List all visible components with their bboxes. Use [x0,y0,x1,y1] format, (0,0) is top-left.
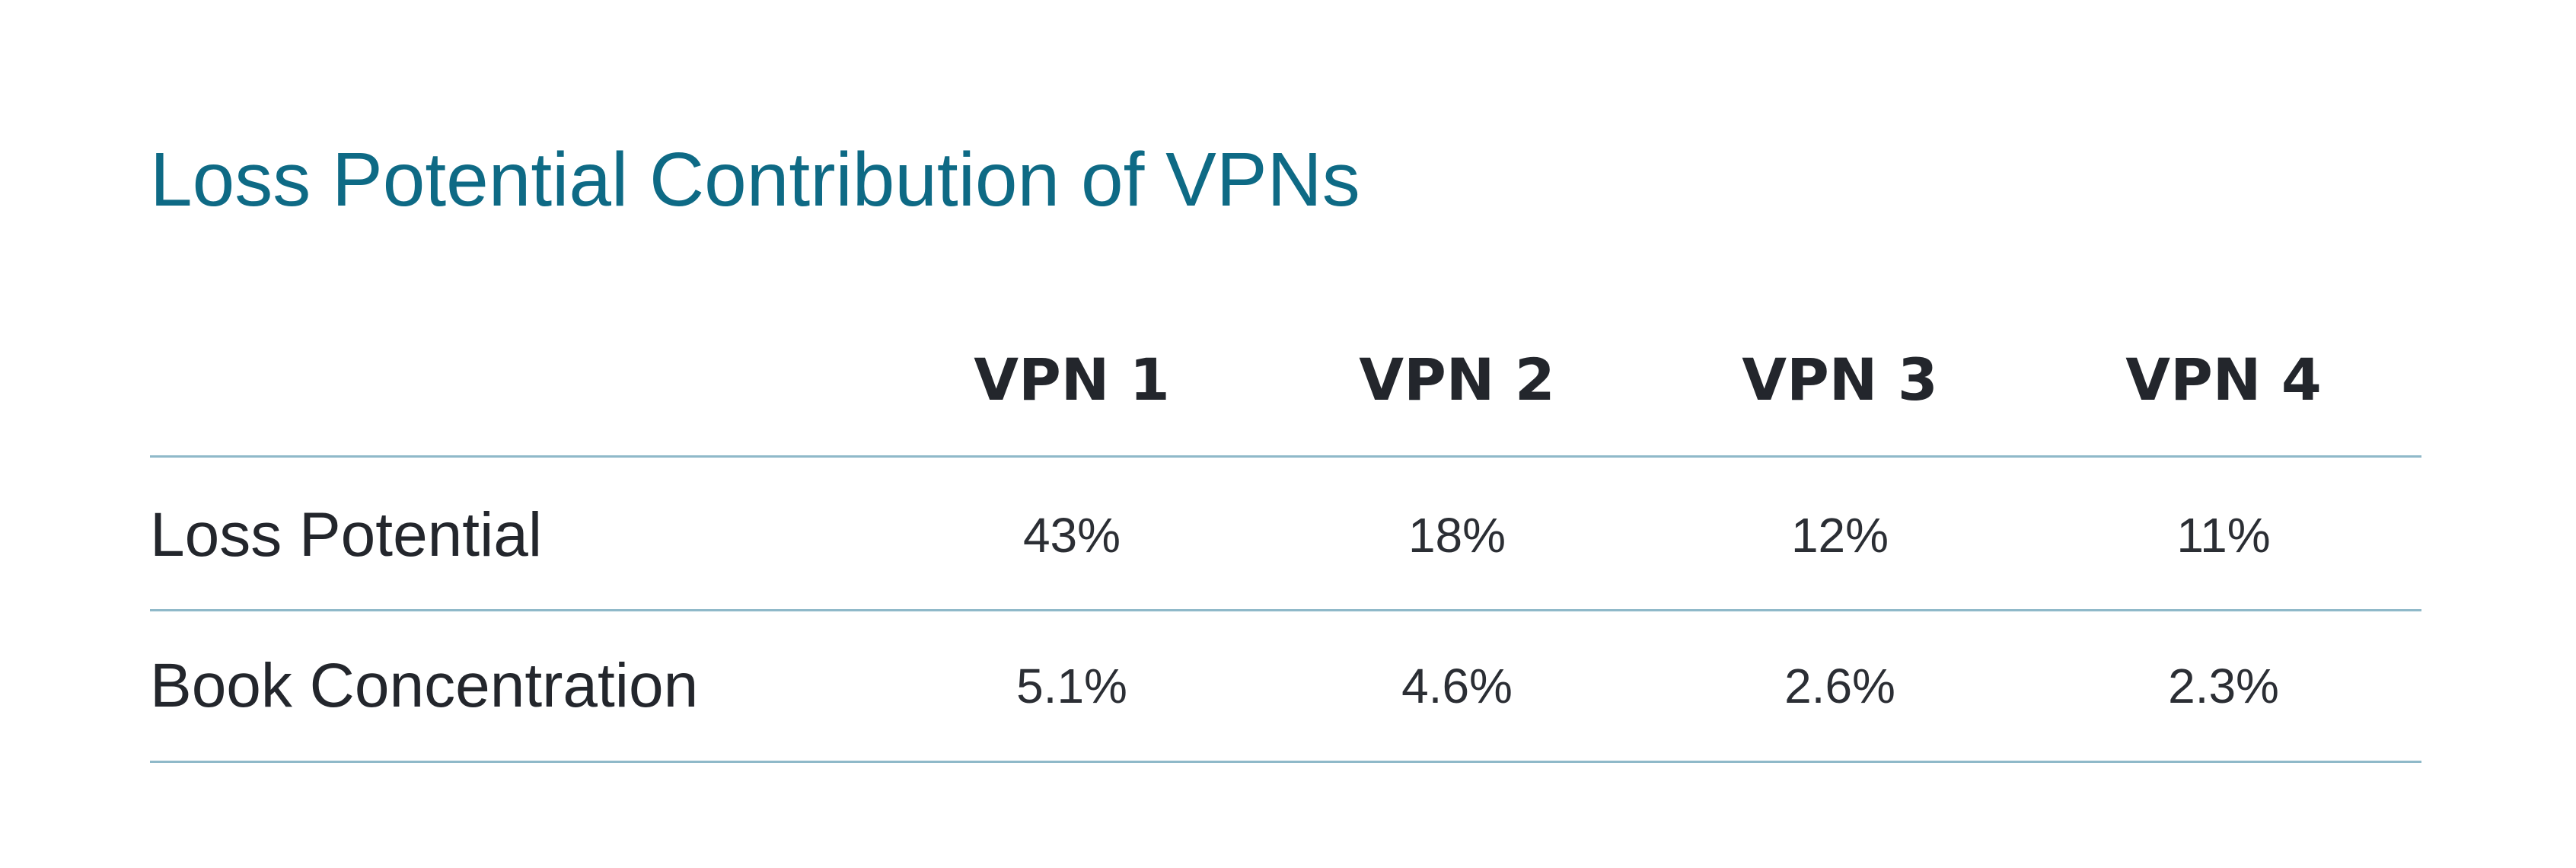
table-cell: 5.1% [1016,659,1127,713]
table-cell: 43% [1022,508,1121,563]
table-cell: 4.6% [1401,659,1513,713]
table-cell: 18% [1408,508,1506,563]
column-header: VPN 4 [2125,346,2322,413]
column-header: VPN 3 [1742,346,1938,413]
title: Loss Potential Contribution of VPNs [150,137,1360,222]
row-divider [150,455,2421,458]
row-divider [150,609,2421,611]
row-label: Book Concentration [150,651,699,720]
column-header: VPN 1 [974,346,1170,413]
table-cell: 2.6% [1784,659,1895,713]
table-cell: 12% [1790,508,1889,563]
table-cell: 11% [2176,508,2271,563]
table-cell: 2.3% [2168,659,2279,713]
column-header: VPN 2 [1359,346,1555,413]
row-divider [150,761,2421,763]
row-label: Loss Potential [150,500,543,570]
